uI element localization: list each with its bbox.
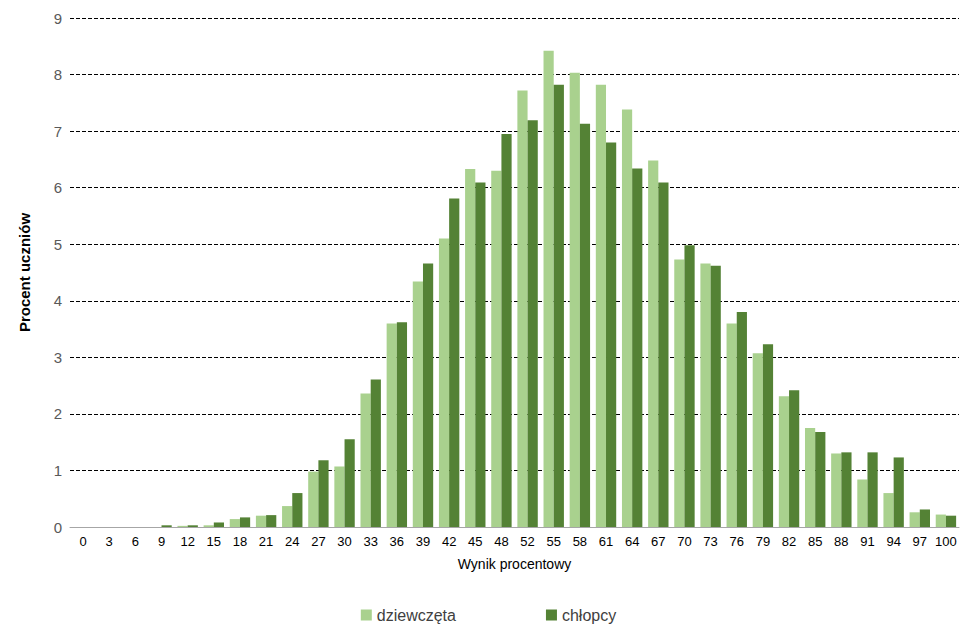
svg-text:18: 18 [233, 534, 247, 549]
svg-text:94: 94 [886, 534, 900, 549]
svg-text:36: 36 [390, 534, 404, 549]
svg-text:9: 9 [54, 10, 62, 27]
svg-text:79: 79 [756, 534, 770, 549]
svg-text:30: 30 [337, 534, 351, 549]
svg-text:55: 55 [546, 534, 560, 549]
svg-text:1: 1 [54, 462, 62, 479]
svg-text:6: 6 [54, 179, 62, 196]
svg-text:76: 76 [730, 534, 744, 549]
svg-text:3: 3 [54, 349, 62, 366]
svg-text:0: 0 [54, 519, 62, 536]
svg-text:27: 27 [311, 534, 325, 549]
svg-text:52: 52 [520, 534, 534, 549]
svg-text:97: 97 [913, 534, 927, 549]
svg-text:24: 24 [285, 534, 299, 549]
svg-text:2: 2 [54, 405, 62, 422]
svg-text:3: 3 [106, 534, 113, 549]
svg-text:15: 15 [207, 534, 221, 549]
svg-text:88: 88 [834, 534, 848, 549]
svg-text:91: 91 [860, 534, 874, 549]
svg-text:70: 70 [677, 534, 691, 549]
svg-text:6: 6 [132, 534, 139, 549]
svg-text:0: 0 [79, 534, 86, 549]
svg-text:85: 85 [808, 534, 822, 549]
svg-text:67: 67 [651, 534, 665, 549]
svg-text:Procent uczniów: Procent uczniów [16, 213, 33, 333]
svg-text:5: 5 [54, 236, 62, 253]
svg-text:45: 45 [468, 534, 482, 549]
svg-text:58: 58 [573, 534, 587, 549]
svg-text:21: 21 [259, 534, 273, 549]
svg-text:chłopcy: chłopcy [562, 607, 616, 624]
svg-text:Wynik procentowy: Wynik procentowy [458, 556, 571, 572]
svg-text:82: 82 [782, 534, 796, 549]
svg-text:4: 4 [54, 292, 62, 309]
svg-text:9: 9 [158, 534, 165, 549]
svg-text:73: 73 [703, 534, 717, 549]
svg-text:33: 33 [363, 534, 377, 549]
svg-text:39: 39 [416, 534, 430, 549]
svg-text:64: 64 [625, 534, 639, 549]
svg-text:61: 61 [599, 534, 613, 549]
svg-text:12: 12 [180, 534, 194, 549]
svg-text:48: 48 [494, 534, 508, 549]
svg-text:7: 7 [54, 123, 62, 140]
svg-text:42: 42 [442, 534, 456, 549]
svg-text:8: 8 [54, 66, 62, 83]
svg-text:100: 100 [935, 534, 957, 549]
svg-text:dziewczęta: dziewczęta [377, 607, 456, 624]
